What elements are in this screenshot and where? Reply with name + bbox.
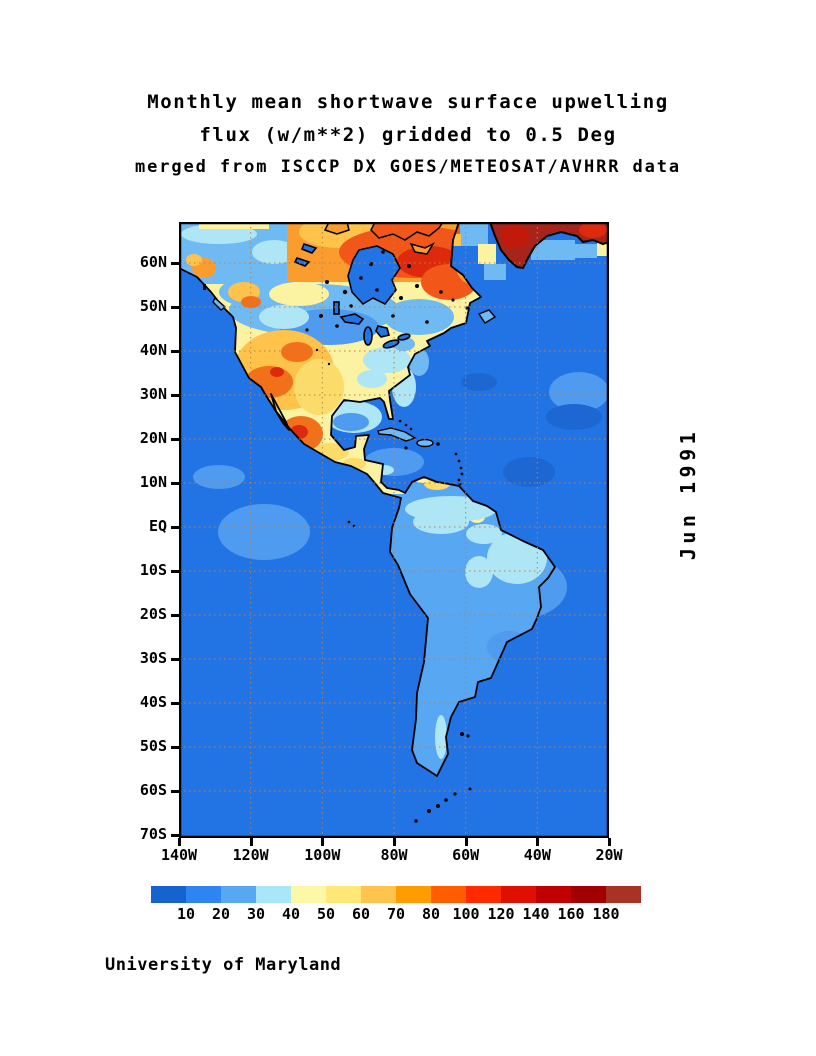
title-line-3: merged from ISCCP DX GOES/METEOSAT/AVHRR…: [134, 157, 682, 177]
colorbar-cell-4: [291, 886, 326, 903]
colorbar-labels: 10 20 30 40 50 60 70 80 100 120 140 160 180: [151, 903, 641, 923]
date-label: Jun 1991: [676, 427, 700, 561]
lat-label-60S: 60S: [139, 781, 167, 799]
lon-tick-80W: [393, 838, 396, 846]
colorbar-cell-1: [186, 886, 221, 903]
gridlines: [179, 222, 609, 838]
colorbar-cell-11: [536, 886, 571, 903]
lat-tick-40S: [171, 702, 179, 705]
colorbar-cell-8: [431, 886, 466, 903]
lat-label-20S: 20S: [139, 605, 167, 623]
lat-label-70S: 70S: [139, 825, 167, 843]
lat-label-30N: 30N: [139, 385, 167, 403]
colorbar-label-40: 40: [281, 905, 301, 923]
lat-label-50N: 50N: [139, 297, 167, 315]
colorbar-cell-0: [151, 886, 186, 903]
lat-tick-20S: [171, 614, 179, 617]
lon-tick-40W: [536, 838, 540, 846]
colorbar-cell-5: [326, 886, 361, 903]
colorbar-cell-3: [256, 886, 291, 903]
lat-tick-30S: [171, 658, 179, 661]
greenland: [489, 222, 609, 269]
lon-tick-20W: [608, 838, 611, 846]
map-specks: [203, 250, 472, 823]
colorbar-cell-10: [501, 886, 536, 903]
lat-label-60N: 60N: [139, 253, 167, 271]
lat-label-30S: 30S: [139, 649, 167, 667]
colorbar-label-80: 80: [421, 905, 441, 923]
colorbar-label-120: 120: [487, 905, 515, 923]
colorbar-label-70: 70: [386, 905, 406, 923]
lon-tick-120W: [249, 838, 253, 846]
title-line-2: flux (w/m**2) gridded to 0.5 Deg: [199, 124, 617, 146]
lat-tick-60S: [171, 790, 179, 793]
lat-tick-10S: [171, 570, 179, 573]
map-border: [179, 222, 609, 838]
lat-label-40S: 40S: [139, 693, 167, 711]
lat-tick-50S: [171, 746, 179, 749]
colorbar-label-60: 60: [351, 905, 371, 923]
arctic-islands: [323, 222, 444, 255]
colorbar-label-30: 30: [246, 905, 266, 923]
caribbean-islands: [212, 296, 497, 448]
arctic-cells: [443, 222, 609, 280]
lat-tick-20N: [171, 438, 179, 441]
lon-label-140W: 140W: [160, 846, 198, 864]
lat-label-10S: 10S: [139, 561, 167, 579]
lat-label-50S: 50S: [139, 737, 167, 755]
colorbar-cell-13: [606, 886, 641, 903]
lon-label-80W: 80W: [380, 846, 408, 864]
lat-tick-EQ: [171, 526, 179, 529]
colorbar-cell-6: [361, 886, 396, 903]
colorbar-label-20: 20: [211, 905, 231, 923]
colorbar-cell-7: [396, 886, 431, 903]
colorbar-cell-12: [571, 886, 606, 903]
colorbar-cell-2: [221, 886, 256, 903]
lat-label-EQ: EQ: [148, 517, 167, 535]
colorbar-cell-9: [466, 886, 501, 903]
lon-label-40W: 40W: [523, 846, 551, 864]
lat-tick-30N: [171, 394, 179, 397]
lon-tick-60W: [464, 838, 468, 846]
colorbar-label-140: 140: [522, 905, 550, 923]
lon-label-100W: 100W: [304, 846, 341, 864]
lat-label-10N: 10N: [139, 473, 167, 491]
lon-tick-140W: [178, 838, 181, 846]
lat-label-40N: 40N: [139, 341, 167, 359]
lat-label-20N: 20N: [139, 429, 167, 447]
colorbar-label-100: 100: [452, 905, 480, 923]
lat-tick-50N: [171, 306, 179, 309]
colorbar-label-160: 160: [557, 905, 585, 923]
lon-label-20W: 20W: [595, 846, 623, 864]
lon-tick-100W: [321, 838, 325, 846]
colorbar-label-50: 50: [316, 905, 336, 923]
lon-label-120W: 120W: [232, 846, 269, 864]
colorbar-label-10: 10: [176, 905, 196, 923]
lat-tick-40N: [171, 350, 179, 353]
title-line-1: Monthly mean shortwave surface upwelling: [147, 91, 669, 113]
hudson-bay-and-lakes: [293, 243, 411, 349]
lon-label-60W: 60W: [452, 846, 480, 864]
colorbar-label-180: 180: [592, 905, 620, 923]
source-label: University of Maryland: [105, 955, 342, 975]
lat-tick-70S: [171, 834, 179, 837]
map-plot-area: [179, 222, 609, 838]
lat-tick-10N: [171, 482, 179, 485]
plot-title-block: Monthly mean shortwave surface upwelling…: [0, 91, 816, 177]
lat-tick-60N: [171, 262, 179, 265]
flux-map: [179, 222, 609, 838]
colorbar: [151, 886, 641, 903]
